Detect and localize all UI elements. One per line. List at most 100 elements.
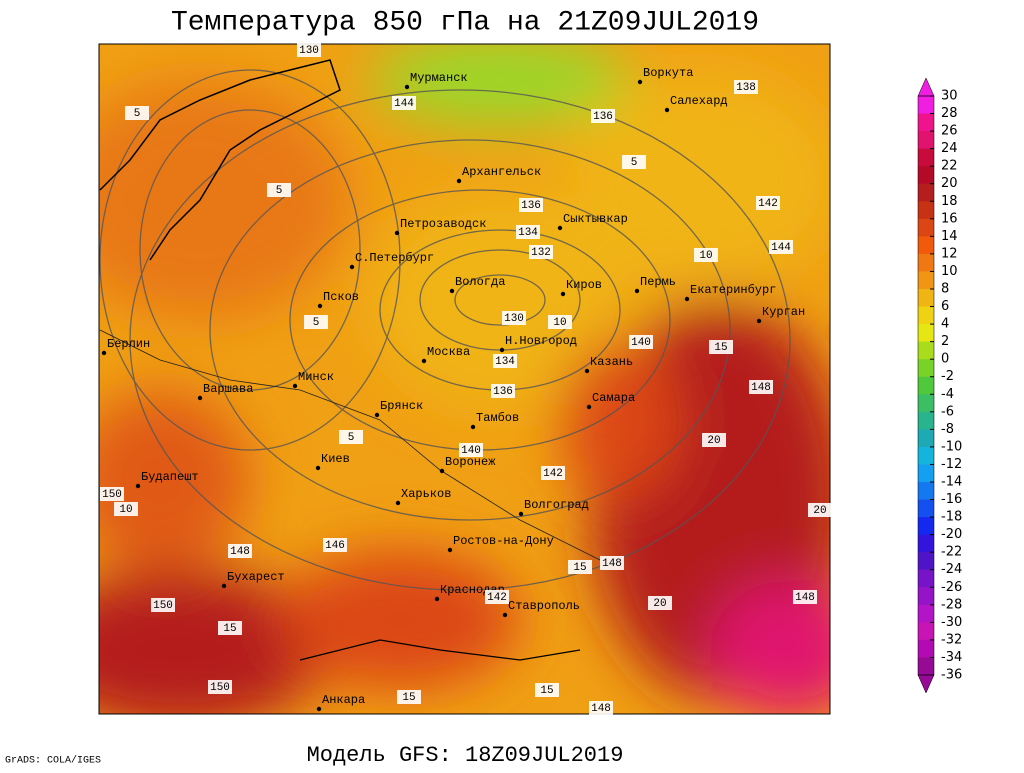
contour-label: 134	[518, 227, 538, 239]
colorbar-band	[918, 359, 934, 378]
city-label: Пермь	[640, 275, 676, 289]
city-dot	[634, 288, 640, 294]
colorbar-band	[918, 639, 934, 658]
contour-label-bg	[491, 384, 515, 398]
colorbar-label: 14	[941, 229, 958, 244]
colorbar-label: -18	[941, 510, 962, 525]
colorbar-band	[918, 569, 934, 588]
contour-label: 140	[631, 337, 651, 349]
contour-label: 20	[707, 435, 720, 447]
credit: GrADS: COLA/IGES	[5, 755, 101, 767]
colorbar-band	[918, 499, 934, 518]
colorbar-band	[918, 201, 934, 220]
contour-label: 144	[771, 242, 791, 254]
colorbar-label: 26	[941, 124, 958, 139]
colorbar-band	[918, 236, 934, 255]
city-label: Курган	[762, 305, 805, 319]
colorbar-label: -10	[941, 439, 962, 454]
city-label: Самара	[592, 391, 635, 405]
contour-label-bg	[749, 380, 773, 394]
city-dot	[434, 596, 440, 602]
city-label: Варшава	[203, 382, 253, 396]
colorbar-label: 24	[941, 141, 958, 156]
city-dot	[404, 84, 410, 90]
contour-label: 142	[543, 468, 563, 480]
city-label: Петрозаводск	[400, 217, 486, 231]
contour-label: 132	[531, 247, 551, 259]
city-dot	[684, 296, 690, 302]
contour-label: 20	[813, 505, 826, 517]
city-dot	[101, 350, 107, 356]
city-dot	[586, 404, 592, 410]
colorbar-band	[918, 271, 934, 290]
contour-label: 150	[210, 682, 230, 694]
contour-label-bg	[228, 544, 252, 558]
contour-label: 134	[495, 356, 515, 368]
contour-label-bg	[529, 245, 553, 259]
contour-label: 10	[119, 504, 132, 516]
city-dot	[664, 107, 670, 113]
colorbar-top	[917, 77, 935, 97]
contour-label: 5	[313, 317, 320, 329]
colorbar-label: 30	[941, 89, 958, 104]
title: Температура 850 гПа на 21Z09JUL2019	[171, 7, 759, 38]
city-label: Анкара	[322, 693, 365, 707]
contour-label-bg	[600, 556, 624, 570]
colorbar-label: -24	[941, 562, 962, 577]
colorbar-label: 8	[941, 282, 949, 297]
contour-label-bg	[591, 109, 615, 123]
colorbar-label: -20	[941, 527, 962, 542]
contour-label-bg	[502, 311, 526, 325]
city-dot	[221, 583, 227, 589]
city-label: Вологда	[455, 275, 505, 289]
contour-label-bg	[392, 96, 416, 110]
contour-label: 148	[751, 382, 771, 394]
colorbar-band	[918, 96, 934, 115]
contour-label-bg	[267, 183, 291, 197]
city-dot	[317, 303, 323, 309]
city-label: Казань	[590, 355, 633, 369]
colorbar-label: 10	[941, 264, 958, 279]
city-dot	[439, 468, 445, 474]
city-label: Будапешт	[141, 470, 199, 484]
map	[99, 44, 830, 714]
colorbar-band	[918, 657, 934, 676]
contour-label-bg	[459, 443, 483, 457]
city-dot	[447, 547, 453, 553]
colorbar-band	[918, 482, 934, 501]
contour-label-bg	[648, 596, 672, 610]
colorbar-label: 4	[941, 317, 949, 332]
city-dot	[449, 288, 455, 294]
contour-label-bg	[709, 340, 733, 354]
city-dot	[421, 358, 427, 364]
contour-label-bg	[100, 487, 124, 501]
city-label: Волгоград	[524, 498, 589, 512]
city-label: Сыктывкар	[563, 212, 628, 226]
colorbar-band	[918, 446, 934, 465]
contour-label-bg	[397, 690, 421, 704]
city-label: Минск	[298, 370, 334, 384]
city-dot	[315, 465, 321, 471]
city-label: Киев	[321, 452, 350, 466]
contour-label-bg	[516, 225, 540, 239]
city-label: Бухарест	[227, 570, 285, 584]
colorbar-band	[918, 253, 934, 272]
city-label: Харьков	[401, 487, 451, 501]
contour-label: 148	[602, 558, 622, 570]
contour-label-bg	[218, 621, 242, 635]
contour-label: 10	[553, 317, 566, 329]
city-dot	[456, 178, 462, 184]
contour-label-bg	[208, 680, 232, 694]
colorbar-label: -12	[941, 457, 962, 472]
colorbar-band	[918, 131, 934, 150]
contour-label: 5	[276, 185, 283, 197]
colorbar-label: -6	[941, 404, 954, 419]
colorbar-band	[918, 376, 934, 395]
colorbar-band	[918, 394, 934, 413]
contour-label-bg	[793, 590, 817, 604]
city-label: Москва	[427, 345, 470, 359]
city-dot	[394, 230, 400, 236]
colorbar-label: 20	[941, 176, 958, 191]
colorbar-band	[918, 464, 934, 483]
